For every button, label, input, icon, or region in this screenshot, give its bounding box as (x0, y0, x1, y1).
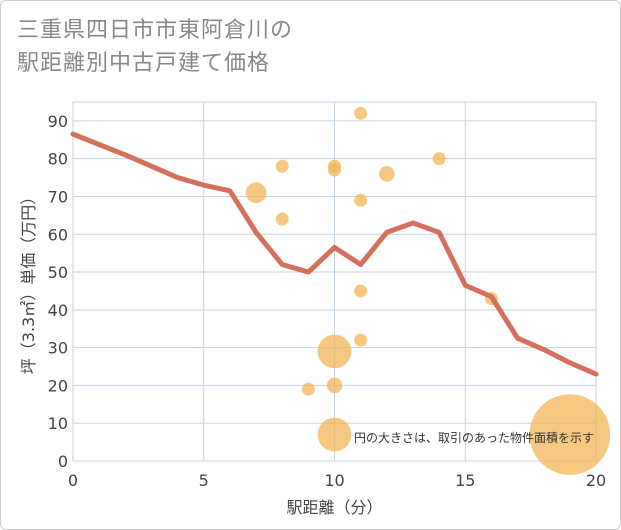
y-tick-label: 90 (48, 112, 68, 131)
y-tick-label: 80 (48, 150, 68, 169)
y-axis-title: 坪（3.3㎡）単価（万円） (19, 189, 38, 374)
y-tick-label: 20 (48, 376, 68, 395)
y-tick-label: 30 (48, 339, 68, 358)
y-tick-label: 0 (58, 452, 68, 471)
bubble-size-note: 円の大きさは、取引のあった物件面積を示す (354, 430, 594, 445)
data-bubble (529, 394, 611, 475)
x-tick-label: 15 (455, 471, 475, 490)
trend-line-layer (70, 131, 599, 377)
data-bubble (326, 377, 343, 394)
y-tick-label: 70 (48, 187, 68, 206)
trend-line (70, 131, 599, 377)
y-tick-label: 40 (48, 301, 68, 320)
x-tick-label: 10 (324, 471, 344, 490)
x-tick-label: 5 (199, 471, 209, 490)
x-axis-title: 駅距離（分） (286, 498, 382, 517)
data-bubble (317, 334, 352, 369)
data-bubble (328, 163, 341, 177)
data-bubble (275, 212, 289, 226)
data-bubble (354, 106, 368, 120)
data-bubble (275, 159, 289, 173)
y-tick-label: 50 (48, 263, 68, 282)
data-bubble (354, 284, 368, 298)
data-bubble (354, 193, 368, 207)
bubble-layer (245, 106, 611, 475)
y-tick-label: 60 (48, 225, 68, 244)
data-bubble (317, 417, 352, 452)
y-tick-label: 10 (48, 414, 68, 433)
x-tick-label: 0 (68, 471, 78, 490)
data-bubble (379, 166, 395, 182)
data-bubble (301, 382, 315, 396)
tick-label-layer: 0 10 20 30 40 50 60 70 80 90 0 5 10 15 20 (48, 112, 607, 490)
chart-title: 三重県四日市市東阿倉川の 駅距離別中古戸建て価格 (17, 18, 294, 76)
data-bubble (245, 182, 267, 204)
data-bubble (354, 333, 368, 347)
x-tick-label: 20 (586, 471, 606, 490)
data-bubble (432, 152, 446, 166)
grid-layer (72, 101, 597, 462)
